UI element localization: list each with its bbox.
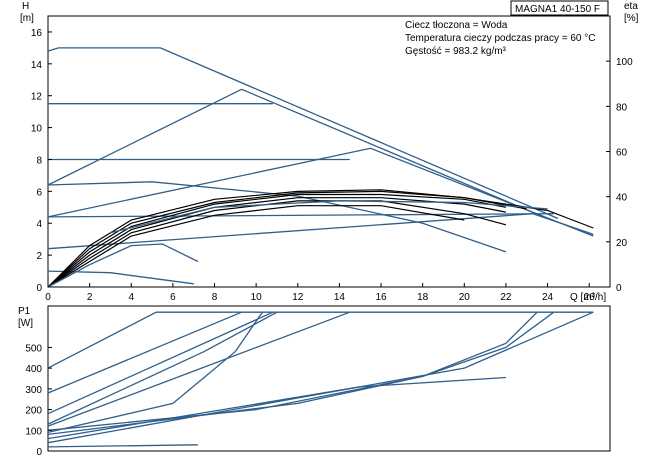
x-tick-label-7: 14	[334, 292, 346, 303]
head-y-ticks: 0 2 4 6 8 10 12 14 16	[31, 28, 52, 294]
chart-title: MAGNA1 40-150 F	[515, 4, 600, 15]
power-curve-5	[47, 311, 555, 436]
power-axis-label: P1	[18, 306, 31, 317]
head-curve-0	[47, 47, 559, 220]
power-curve-8	[47, 444, 198, 448]
x-tick-label-10: 20	[459, 292, 471, 303]
power-curve-6	[47, 376, 506, 440]
x-tick-label-5: 10	[251, 292, 263, 303]
head-plot-frame	[47, 15, 611, 288]
power-curve-7	[47, 311, 594, 444]
head-tick-label-7: 14	[31, 60, 43, 71]
x-tick-label-11: 22	[500, 292, 512, 303]
power-tick-label-1: 100	[25, 426, 42, 437]
head-tick-label-5: 10	[31, 124, 43, 135]
power-curve-0	[47, 311, 594, 369]
efficiency-curve-10	[47, 190, 527, 288]
head-axis-unit: [m]	[20, 13, 34, 24]
head-tick-label-8: 16	[31, 28, 43, 39]
efficiency-curve-12	[47, 197, 507, 288]
title-box	[510, 0, 609, 16]
eta-tick-label-5: 100	[616, 57, 633, 68]
efficiency-curve-11	[47, 193, 507, 288]
x-tick-label-9: 18	[417, 292, 429, 303]
power-curves	[47, 311, 594, 448]
head-curve-7	[47, 181, 507, 253]
power-tick-label-2: 200	[25, 406, 42, 417]
eta-tick-label-4: 80	[616, 102, 628, 113]
power-curve-10	[47, 311, 263, 434]
power-tick-label-4: 400	[25, 364, 42, 375]
power-y-ticks: 0 100 200 300 400 500	[25, 343, 52, 458]
power-tick-label-0: 0	[36, 447, 42, 458]
head-tick-label-0: 0	[36, 283, 42, 294]
head-tick-label-3: 6	[36, 187, 42, 198]
head-curves	[47, 47, 594, 288]
power-curve-3	[47, 311, 351, 427]
x-tick-label-3: 6	[170, 292, 176, 303]
head-axis-label: H	[22, 1, 29, 12]
x-tick-label-4: 8	[212, 292, 218, 303]
x-tick-label-2: 4	[128, 292, 134, 303]
power-curve-2	[47, 311, 274, 415]
power-plot-frame	[47, 305, 611, 452]
x-tick-label-0: 0	[45, 292, 51, 303]
head-curve-15	[47, 243, 199, 288]
head-curve-6	[47, 213, 554, 218]
power-axis-unit: [W]	[18, 318, 33, 329]
eta-tick-label-2: 40	[616, 193, 628, 204]
x-tick-label-1: 2	[87, 292, 93, 303]
head-tick-label-6: 12	[31, 92, 43, 103]
power-tick-label-3: 300	[25, 385, 42, 396]
eta-tick-label-1: 20	[616, 238, 628, 249]
efficiency-curve-14	[47, 205, 465, 288]
x-tick-label-8: 16	[375, 292, 387, 303]
efficiency-curve-9	[47, 189, 594, 288]
head-tick-label-1: 2	[36, 251, 42, 262]
info-temperature: Temperatura cieczy podczas pracy = 60 °C	[405, 33, 595, 44]
x-tick-label-12: 24	[542, 292, 554, 303]
head-x-ticks: 0 2 4 6 8 10 12 14 16 18 20 22 24 26	[45, 283, 595, 303]
power-chart-panel: 0 100 200 300 400 500 P1 [W]	[18, 305, 611, 458]
head-curve-16	[110, 200, 548, 234]
eta-tick-label-0: 0	[616, 283, 622, 294]
eta-y-ticks: 0 20 40 60 80 100	[606, 57, 633, 294]
flow-axis-label: Q [m³/h]	[570, 292, 606, 303]
eta-axis-unit: [%]	[624, 13, 639, 24]
info-fluid: Ciecz tłoczona = Woda	[405, 20, 508, 31]
head-tick-label-2: 4	[36, 219, 42, 230]
head-tick-label-4: 8	[36, 155, 42, 166]
x-tick-label-13: 26	[584, 292, 596, 303]
power-curve-1	[47, 311, 242, 394]
power-tick-label-5: 500	[25, 343, 42, 354]
eta-tick-label-3: 60	[616, 148, 628, 159]
info-density: Gęstość = 983.2 kg/m³	[405, 46, 507, 57]
x-tick-label-6: 12	[292, 292, 304, 303]
eta-axis-label: eta	[624, 1, 638, 12]
head-curve-1	[47, 88, 544, 218]
